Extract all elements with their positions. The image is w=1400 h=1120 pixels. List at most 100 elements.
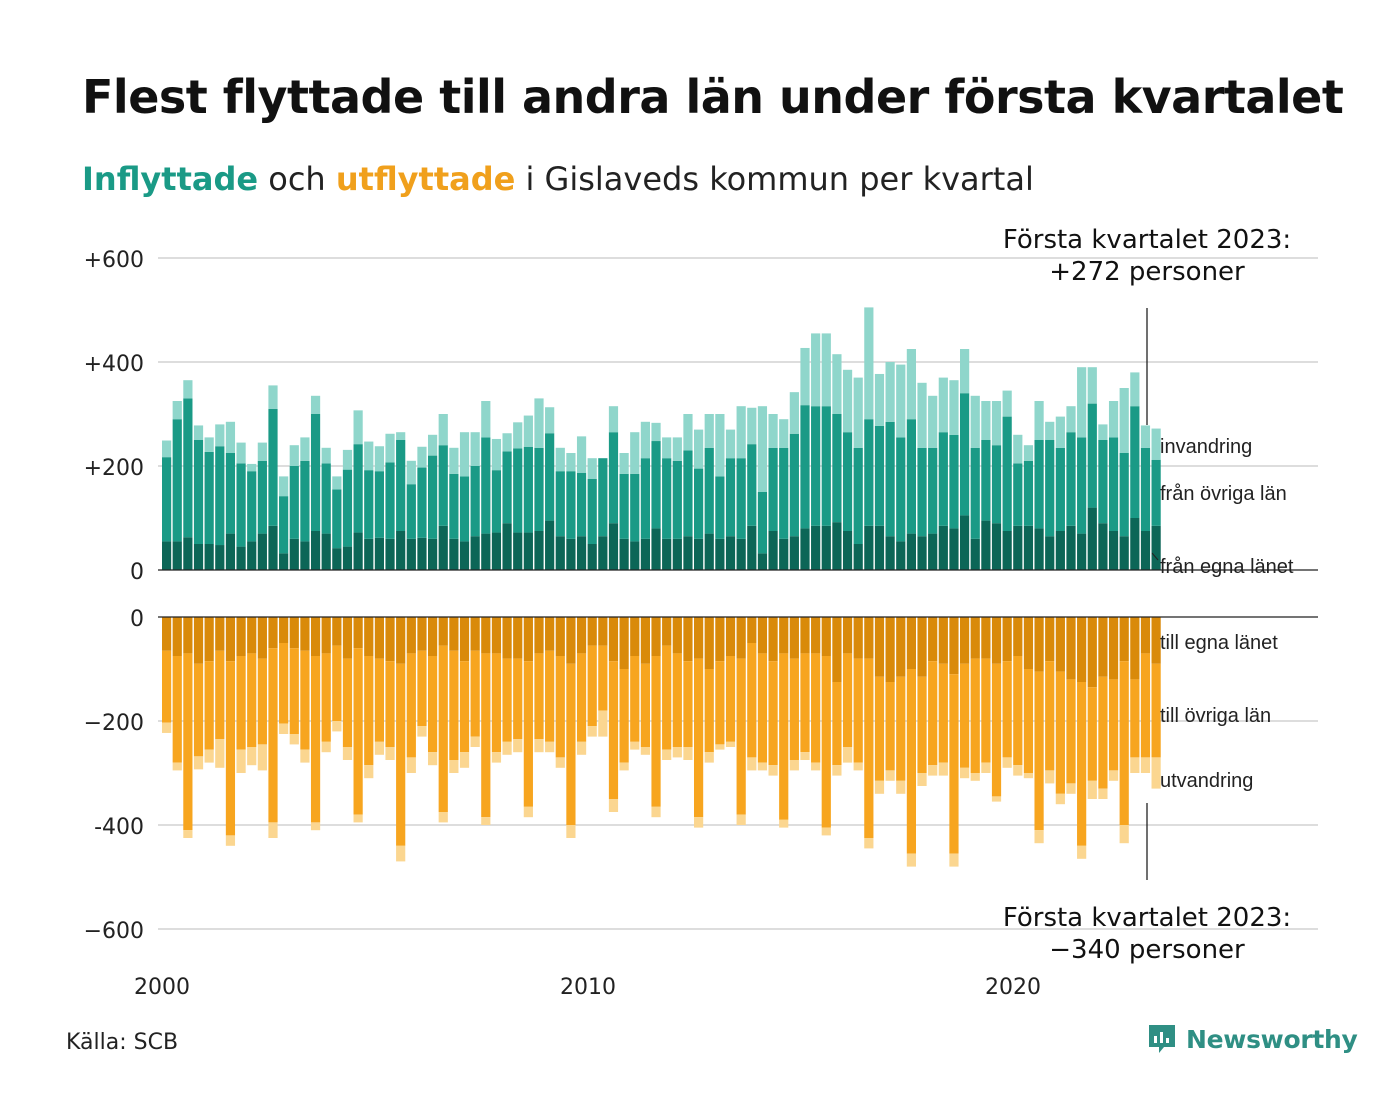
bar-in-own [608,523,619,570]
bar-out-other [300,650,310,750]
bar-in-other [459,476,470,542]
bar-in-other [779,447,789,539]
subtitle-inflyttade: Inflyttade [82,160,259,198]
bar-in-immig [672,437,682,461]
newsworthy-logo-icon [1149,1025,1175,1053]
bar-in-other [502,451,512,524]
bar-out-emig [491,752,502,763]
bar-in-other [406,484,416,539]
bar-in-own [555,536,565,570]
bar-out-emig [1077,845,1087,859]
bar-in-other [417,467,427,538]
subtitle-rest: i Gislaveds kommun per kvartal [525,160,1034,198]
bar-out-emig [1098,788,1108,799]
bar-in-immig [619,453,629,474]
bar-out-own [832,617,842,682]
bar-in-other [470,466,480,537]
bar-in-immig [1151,428,1161,460]
bar-in-other [279,496,289,554]
bar-in-immig [1077,367,1087,438]
bar-out-other [928,661,938,766]
bar-out-own [960,617,970,664]
bar-out-other [459,661,470,753]
bar-in-immig [1140,425,1151,448]
bar-in-own [917,536,927,570]
bar-out-own [768,617,778,662]
bar-in-other [821,406,831,526]
ytick-bottom-600: −600 [84,919,144,944]
bar-out-emig [470,736,480,747]
bar-in-immig [683,414,693,451]
annotation-top-line2: +272 personer [1049,257,1245,287]
bar-out-other [779,653,789,820]
bar-in-own [906,533,916,570]
bar-out-own [204,617,214,662]
bar-out-other [289,648,299,734]
bar-out-other [555,656,565,758]
bar-in-other [364,470,374,539]
bar-in-immig [513,422,523,449]
bar-out-other [1087,687,1097,781]
bar-in-own [247,541,257,570]
bar-in-immig [470,432,480,466]
bar-out-emig [811,762,821,771]
bar-in-other [704,447,714,534]
bar-in-immig [757,406,768,492]
bar-out-own [279,617,289,643]
bar-out-own [470,617,480,651]
bar-out-own [736,617,746,659]
bar-in-other [396,440,406,531]
bar-out-own [513,617,523,659]
bar-in-own [342,546,353,570]
bar-out-emig [896,780,906,794]
bar-out-other [449,650,459,760]
bar-out-own [981,617,991,659]
bar-in-own [470,536,480,570]
bar-in-other [342,469,353,547]
bar-in-own [513,532,523,570]
bar-in-immig [768,414,778,448]
bar-out-emig [928,765,938,776]
bar-in-own [438,525,448,570]
bar-out-own [704,617,714,669]
bar-out-own [523,617,533,662]
bar-in-own [534,531,544,570]
bar-out-other [396,663,406,846]
bar-out-emig [672,747,682,758]
bar-out-other [428,656,438,753]
bar-out-own [342,617,353,659]
bar-in-other [513,448,523,533]
bar-in-own [1055,531,1065,570]
bar-in-other [587,479,597,544]
bar-in-immig [725,429,736,459]
bar-out-own [459,617,470,662]
bar-in-own [428,538,438,570]
bar-in-other [1013,463,1023,526]
bar-in-immig [204,437,214,452]
bar-out-other [960,663,970,768]
bar-out-own [598,617,608,646]
bar-in-own [566,538,576,570]
newsworthy-logo: Newsworthy [1146,1022,1358,1056]
bar-in-own [385,538,395,570]
bar-out-other [1066,679,1076,784]
bar-out-emig [576,741,587,755]
bar-out-own [991,617,1002,664]
bar-in-own [353,532,363,570]
bar-in-own [789,536,799,570]
bar-in-own [1066,525,1076,570]
bar-in-immig [991,401,1002,446]
bar-out-own [928,617,938,662]
bar-out-own [438,617,448,646]
bar-out-other [747,643,757,758]
bar-in-other [1045,440,1055,537]
bar-in-immig [576,436,587,473]
bar-in-immig [630,432,640,474]
bar-out-emig [353,814,363,823]
bar-in-other [725,458,736,537]
annotation-top-line1: Första kvartalet 2023: [1003,225,1291,255]
bar-in-other [747,444,757,526]
bar-in-immig [864,307,874,420]
bar-in-immig [555,447,565,472]
bar-in-other [874,425,885,526]
